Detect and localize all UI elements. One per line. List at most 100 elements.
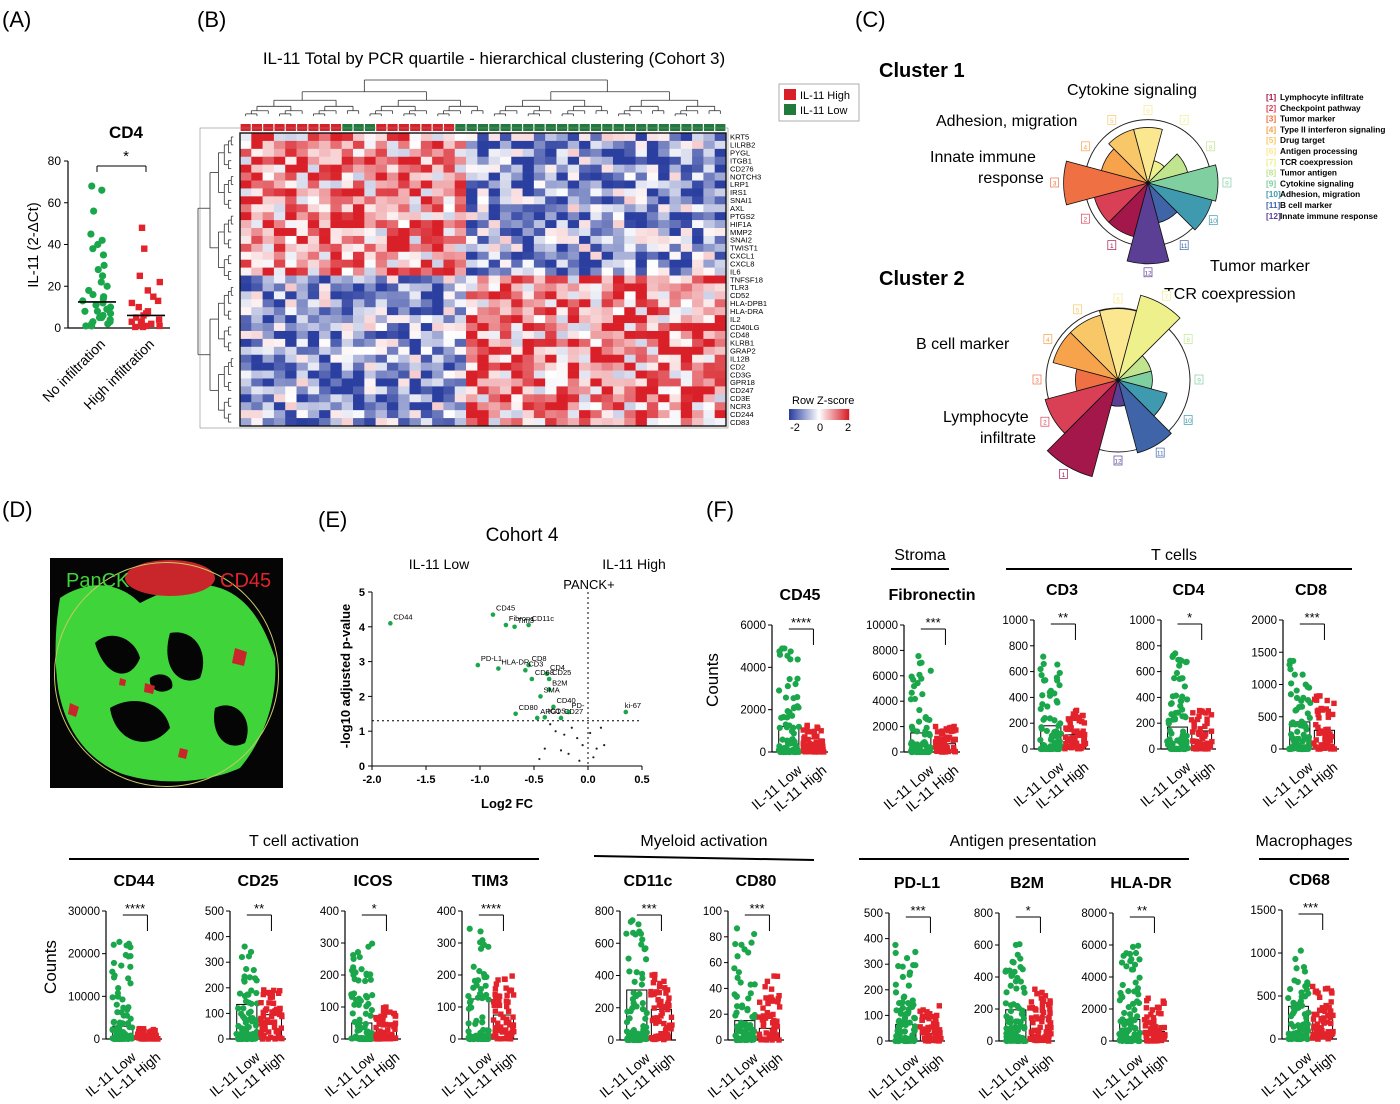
heatmap-cell (579, 418, 591, 427)
heatmap-cell (386, 386, 399, 395)
data-point (795, 723, 802, 730)
data-point (123, 1006, 131, 1014)
heatmap-cell (454, 378, 467, 387)
subplot-y-tick-label: 1000 (1002, 615, 1028, 627)
heatmap-cell (273, 228, 286, 237)
heatmap-cell (285, 410, 297, 419)
heatmap-cell (477, 354, 489, 363)
legend-index: [4] (1266, 124, 1276, 134)
c1-callout-innate-1: Innate immune (930, 149, 1036, 166)
data-point (476, 967, 483, 975)
heatmap-cell (319, 338, 331, 348)
data-point (496, 997, 502, 1004)
heatmap-cell (296, 275, 309, 284)
heatmap-cell (477, 204, 489, 213)
data-point (1029, 1004, 1035, 1011)
subplot-y-tick-label: 0 (94, 1034, 100, 1046)
heatmap-cell (511, 243, 523, 253)
data-point (896, 1022, 904, 1030)
heatmap-cell (296, 196, 309, 205)
data-point (245, 999, 253, 1006)
pie-slice-number-box (1194, 374, 1204, 385)
data-point (761, 1014, 768, 1020)
heatmap-cell (273, 180, 286, 189)
row-label: NOTCH3 (730, 172, 761, 181)
heatmap-cell (364, 228, 376, 237)
legend-index: [5] (1266, 135, 1276, 145)
heatmap-cell (273, 140, 286, 150)
heatmap-cell (556, 228, 569, 237)
legend-index: [9] (1266, 178, 1276, 188)
data-point (1204, 741, 1211, 747)
data-point (495, 1020, 501, 1026)
heatmap-cell (477, 299, 489, 308)
data-point (899, 1037, 906, 1044)
heatmap-cell (612, 275, 625, 284)
heatmap-cell (273, 235, 286, 245)
heatmap-cell (499, 251, 512, 261)
heatmap-cell (432, 307, 444, 316)
data-point (496, 1027, 502, 1034)
labeled-point (490, 612, 496, 617)
heatmap-cell (533, 220, 546, 229)
point-label: CD27 (564, 707, 583, 716)
colorbar-segment (837, 409, 839, 420)
heatmap-cell (420, 362, 433, 371)
data-point (933, 744, 940, 750)
heatmap-cell (420, 323, 433, 332)
heatmap-cell (432, 172, 444, 181)
data-point (245, 1010, 253, 1017)
heatmap-cell (477, 346, 489, 356)
data-point (811, 748, 818, 754)
heatmap-cell (488, 180, 501, 189)
data-point (147, 1029, 153, 1036)
heatmap-cell (714, 299, 727, 308)
heatmap-cell (590, 220, 602, 229)
subplot-y-tick-label: 6000 (872, 671, 898, 683)
data-point (895, 963, 902, 970)
heatmap-cell (590, 267, 602, 276)
heatmap-cell (466, 188, 478, 197)
heatmap-cell (601, 323, 614, 332)
data-point (892, 949, 899, 957)
heatmap-cell (251, 362, 263, 371)
column-group-marker (240, 124, 251, 131)
heatmap-cell (669, 148, 682, 158)
heatmap-cell (307, 378, 320, 387)
heatmap-cell (590, 156, 602, 165)
heatmap-cell (646, 164, 659, 173)
data-point (373, 1024, 379, 1031)
sig-stars: ** (1058, 610, 1068, 625)
heatmap-cell (556, 140, 569, 150)
data-point (1319, 707, 1326, 713)
data-point (1179, 728, 1187, 735)
heatmap-cell (364, 204, 376, 213)
roi-circle (54, 562, 279, 787)
data-point (1290, 999, 1297, 1006)
data-point (275, 990, 282, 996)
data-point (1136, 956, 1143, 963)
heatmap-cell (590, 172, 602, 181)
data-point (664, 1024, 670, 1030)
heatmap-cell (612, 235, 625, 245)
heatmap-cell (533, 299, 546, 308)
heatmap-cell (432, 148, 444, 158)
colorbar-segment (834, 409, 836, 420)
heatmap-cell (364, 220, 376, 229)
heatmap-cell (466, 212, 478, 221)
data-point (1315, 711, 1321, 718)
heatmap-cell (533, 251, 546, 261)
heatmap-cell (669, 386, 682, 395)
subplot-y-tick-label: 200 (205, 983, 224, 995)
subplot-y-tick-label: 100 (864, 1010, 883, 1022)
data-point (781, 645, 788, 652)
heatmap-cell (714, 275, 727, 284)
heatmap-cell (579, 212, 591, 221)
colorbar-segment (818, 409, 820, 420)
data-point (510, 1023, 516, 1029)
data-point (1044, 1024, 1051, 1030)
minor-point (592, 756, 595, 759)
heatmap-cell (601, 307, 614, 316)
heatmap-cell (353, 418, 365, 427)
colorbar-segment (846, 409, 848, 420)
